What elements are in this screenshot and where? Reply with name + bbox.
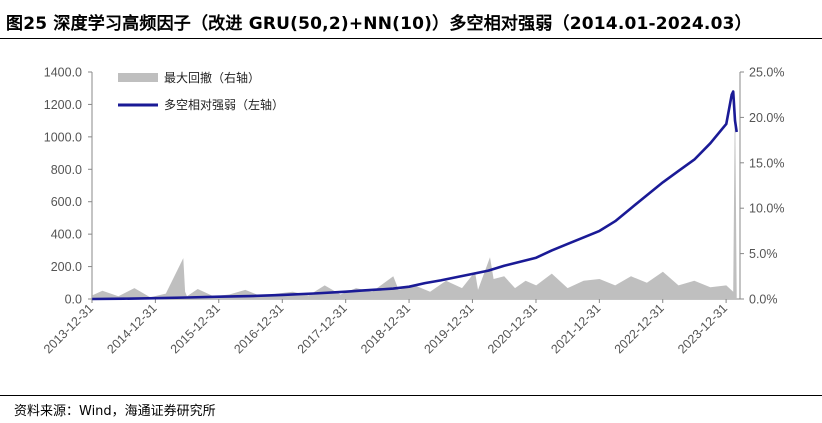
strength-line-layer bbox=[92, 90, 738, 301]
y-left-tick-label: 0.0 bbox=[65, 293, 82, 307]
x-tick-label: 2017-12-31 bbox=[295, 301, 350, 356]
y-right-tick-label: 15.0% bbox=[749, 156, 784, 170]
drawdown-area-layer bbox=[92, 90, 737, 299]
y-right-tick-label: 25.0% bbox=[749, 66, 784, 80]
figure-title: 图25 深度学习高频因子（改进 GRU(50,2)+NN(10)）多空相对强弱（… bbox=[6, 14, 752, 34]
y-left-tick-label: 800.0 bbox=[51, 163, 82, 177]
y-left-tick-label: 400.0 bbox=[51, 228, 82, 242]
y-right-tick-label: 10.0% bbox=[749, 202, 784, 216]
x-tick-label: 2019-12-31 bbox=[421, 301, 476, 356]
x-tick-label: 2016-12-31 bbox=[231, 301, 286, 356]
legend-label-drawdown: 最大回撤（右轴） bbox=[164, 70, 260, 85]
x-tick-label: 2021-12-31 bbox=[548, 301, 603, 356]
y-left-tick-label: 600.0 bbox=[51, 195, 82, 209]
x-tick-label: 2020-12-31 bbox=[485, 301, 540, 356]
x-tick-label: 2018-12-31 bbox=[358, 301, 413, 356]
y-right-tick-label: 20.0% bbox=[749, 111, 784, 125]
x-tick-label: 2015-12-31 bbox=[168, 301, 223, 356]
x-tick-label: 2013-12-31 bbox=[41, 301, 96, 356]
chart: 0.0 200.0 400.0 600.0 800.0 1000.0 1200.0 1400.… bbox=[41, 66, 784, 357]
y-left-tick-label: 1200.0 bbox=[44, 98, 82, 112]
x-tick-label: 2022-12-31 bbox=[612, 301, 667, 356]
y-left-tick-label: 1000.0 bbox=[44, 130, 82, 144]
y-left-tick-label: 1400.0 bbox=[44, 66, 82, 80]
strength-line bbox=[92, 90, 738, 301]
x-tick-label: 2014-12-31 bbox=[104, 301, 159, 356]
source-rule bbox=[0, 395, 822, 396]
y-right-tick-label: 5.0% bbox=[749, 247, 778, 261]
legend-swatch-drawdown bbox=[118, 73, 158, 82]
legend-label-strength: 多空相对强弱（左轴） bbox=[164, 97, 284, 112]
legend: 最大回撤（右轴） 多空相对强弱（左轴） bbox=[118, 70, 284, 112]
source-note: 资料来源：Wind，海通证券研究所 bbox=[14, 404, 216, 419]
title-rule bbox=[0, 38, 822, 39]
drawdown-area bbox=[92, 90, 737, 299]
x-tick-label: 2023-12-31 bbox=[675, 301, 730, 356]
y-right-tick-label: 0.0% bbox=[749, 293, 778, 307]
y-left-tick-label: 200.0 bbox=[51, 260, 82, 274]
